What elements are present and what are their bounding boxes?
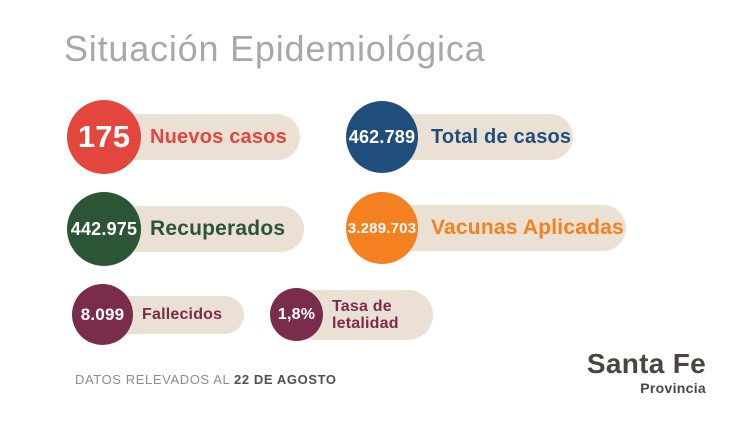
logo-subtitle: Provincia [640, 380, 706, 396]
stat-circle: 442.975 [67, 192, 141, 266]
stat-value: 462.789 [348, 126, 416, 147]
stat-circle: 175 [67, 100, 141, 174]
stat-value: 3.289.703 [347, 219, 417, 237]
stat-label: Tasa de letalidad [332, 298, 399, 333]
footer-note: DATOS RELEVADOS AL 22 DE AGOSTO [75, 372, 337, 387]
stat-label-line2: letalidad [332, 315, 399, 332]
stat-circle: 462.789 [346, 101, 418, 173]
stat-value: 1,8% [277, 305, 316, 323]
stat-label-line1: Tasa de [332, 297, 392, 315]
stat-value: 8.099 [80, 304, 125, 324]
stat-pill: Vacunas Aplicadas [375, 205, 626, 251]
logo-name: Santa Fe [586, 348, 706, 379]
stat-label: Recuperados [150, 217, 286, 240]
stat-value: 442.975 [70, 218, 138, 239]
page-title: Situación Epidemiológica [64, 28, 486, 69]
stat-label: Vacunas Aplicadas [431, 216, 624, 239]
footer-prefix: DATOS RELEVADOS AL [75, 372, 230, 387]
stat-circle: 3.289.703 [346, 192, 418, 264]
santa-fe-logo: Santa Fe Provincia [586, 348, 706, 397]
footer-date: 22 DE AGOSTO [234, 372, 337, 387]
stat-value: 175 [77, 119, 131, 154]
stat-label: Total de casos [431, 125, 572, 148]
stat-circle: 8.099 [72, 284, 133, 345]
stat-label: Fallecidos [142, 306, 223, 323]
stat-circle: 1,8% [270, 288, 323, 341]
stat-label: Nuevos casos [150, 125, 287, 148]
